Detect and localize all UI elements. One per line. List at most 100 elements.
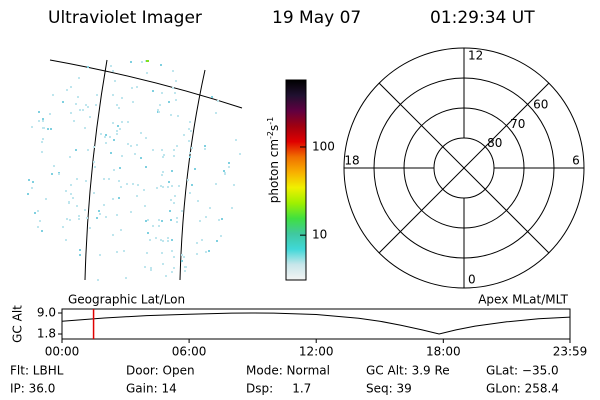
pixel (176, 145, 178, 147)
x-tick-label: 12:00 (299, 345, 334, 359)
pixel (147, 232, 149, 234)
pixel (150, 269, 152, 271)
pixel (95, 104, 97, 106)
pixel (112, 94, 114, 96)
label-part: s (267, 125, 281, 131)
info-field: Flt: LBHL (10, 364, 64, 378)
pixel (223, 170, 225, 172)
pixel (145, 137, 147, 139)
pixel (58, 173, 60, 175)
pixel (84, 209, 86, 211)
pixel (65, 190, 67, 192)
pixel (149, 239, 151, 241)
pixel (147, 219, 149, 221)
label-part: -1 (266, 117, 275, 125)
pixel (161, 149, 163, 151)
mlt-label: 6 (572, 154, 580, 168)
pixel (134, 153, 136, 155)
pixel (228, 166, 230, 168)
pixel (116, 104, 118, 106)
pixel (93, 161, 95, 163)
pixel (37, 210, 39, 212)
pixel (239, 153, 241, 155)
polar-ring (433, 137, 495, 199)
pixel (204, 145, 206, 147)
pixel (189, 156, 191, 158)
pixel (113, 139, 115, 141)
pixel (131, 87, 133, 89)
pixel (47, 128, 49, 130)
y-label: GC Alt (11, 305, 25, 343)
pixel (152, 90, 154, 92)
pixel (77, 96, 79, 98)
pixel (85, 180, 87, 182)
colorbar-label: photon cm-2s-1 (266, 117, 281, 204)
pixel (112, 234, 114, 236)
pixel (174, 92, 176, 94)
pixel (189, 152, 191, 154)
pixel (233, 184, 235, 186)
pixel (120, 229, 122, 231)
pixel (73, 120, 75, 122)
pixel (70, 112, 72, 114)
pixel (69, 156, 71, 158)
pixel (171, 170, 173, 172)
grid-curve (84, 59, 108, 281)
pixel (75, 103, 77, 105)
pixel (99, 213, 101, 215)
pixel (188, 140, 190, 142)
label-part: -2 (266, 131, 275, 139)
pixel (161, 92, 163, 94)
pixel (209, 207, 211, 209)
pixel (109, 136, 111, 138)
pixel (146, 60, 149, 62)
pixel (144, 266, 146, 268)
pixel (163, 154, 165, 156)
pixel (51, 173, 53, 175)
pixel (170, 199, 172, 201)
pixel (66, 89, 68, 91)
pixel (93, 192, 95, 194)
pixel (181, 254, 183, 256)
pixel (78, 215, 80, 217)
pixel (183, 134, 185, 136)
pixel (87, 106, 89, 108)
pixel (197, 200, 199, 202)
lat-label: 70 (510, 117, 525, 131)
pixel (65, 239, 67, 241)
pixel (173, 155, 175, 157)
grid-curve (49, 59, 243, 109)
pixel (146, 72, 148, 74)
pixel (191, 184, 193, 186)
pixel (184, 266, 186, 268)
pixel (189, 192, 191, 194)
pixel (141, 61, 143, 63)
image-panel (27, 59, 243, 281)
pixel (228, 162, 230, 164)
date: 19 May 07 (272, 8, 361, 28)
pixel (161, 220, 163, 222)
pixel (140, 132, 142, 134)
colorbar-tick-label: 10 (312, 228, 327, 242)
pixel (119, 167, 121, 169)
pixel (79, 254, 81, 256)
colorbar-tick-label: 100 (312, 139, 335, 153)
pixel (116, 130, 118, 132)
pixel (50, 128, 52, 130)
pixel (171, 250, 173, 252)
pixel (216, 240, 218, 242)
pixel (116, 133, 118, 135)
mlt-label: 18 (344, 154, 359, 168)
pixel (27, 193, 29, 195)
pixel (152, 225, 154, 227)
pixel (175, 80, 177, 82)
pixel (41, 230, 43, 232)
pixel (168, 181, 170, 183)
pixel (108, 178, 110, 180)
pixel (78, 77, 80, 79)
pixel (169, 210, 171, 212)
pixel (70, 86, 72, 88)
pixel (119, 128, 121, 130)
pixel (220, 235, 222, 237)
pixel (112, 122, 114, 124)
